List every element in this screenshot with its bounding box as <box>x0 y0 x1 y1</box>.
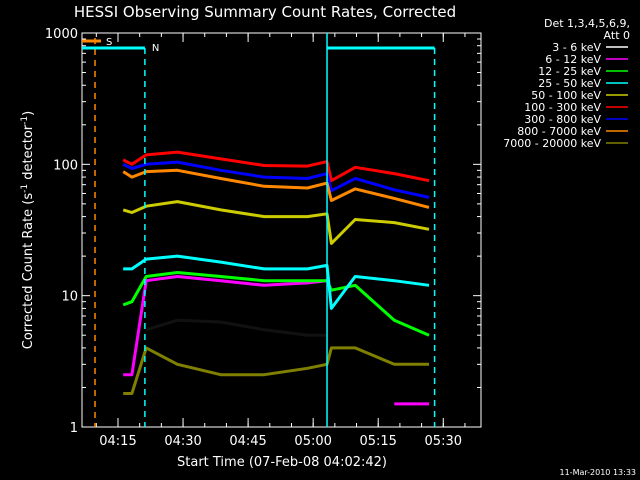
series-line <box>122 200 430 245</box>
y-axis-label-part: Corrected Count Rate (s <box>21 193 36 350</box>
x-axis-label: Start Time (07-Feb-08 04:02:42) <box>177 455 387 470</box>
x-tick-label: 04:45 <box>229 434 266 449</box>
legend-item-label: 300 - 800 keV <box>524 113 601 126</box>
legend-item-label: 800 - 7000 keV <box>517 125 601 138</box>
legend-item-label: 50 - 100 keV <box>531 89 601 102</box>
plot-border <box>81 32 482 428</box>
x-tick-label: 04:15 <box>99 434 136 449</box>
y-axis-label: Corrected Count Rate (s-1 detector-1) <box>20 111 36 349</box>
series-line <box>122 168 430 209</box>
y-tick-label: 10 <box>61 290 78 305</box>
y-axis-label-part: -1 <box>20 184 30 193</box>
x-tick-label: 05:30 <box>425 434 462 449</box>
x-tick-label: 04:30 <box>164 434 201 449</box>
series-line <box>123 254 430 310</box>
y-axis-label-part: ) <box>21 111 36 116</box>
legend-header-line-2: Att 0 <box>604 29 630 42</box>
night-marker-label: N <box>152 43 159 54</box>
series-line <box>122 160 430 199</box>
legend-item-label: 7000 - 20000 keV <box>503 137 601 150</box>
x-tick-label: 05:00 <box>294 434 331 449</box>
plot-frame <box>81 32 482 428</box>
y-tick-label: 100 <box>53 158 78 173</box>
y-axis-ticks: 1 10 100 1000 <box>45 27 481 436</box>
legend-header-line-1: Det 1,3,4,5,6,9, <box>544 17 630 30</box>
markers-layer: SN <box>82 33 436 427</box>
series-line <box>123 275 429 406</box>
legend-item-label: 6 - 12 keV <box>545 53 601 66</box>
series-line <box>122 150 430 183</box>
saa-marker-label: S <box>106 37 112 48</box>
series-line <box>123 346 429 395</box>
legend-item-label: 12 - 25 keV <box>538 65 601 78</box>
series-line <box>122 271 430 337</box>
legend-item-label: 3 - 6 keV <box>552 41 601 54</box>
series-line <box>145 318 327 337</box>
chart-title: HESSI Observing Summary Count Rates, Cor… <box>74 3 456 21</box>
series-layer <box>122 150 430 406</box>
y-axis-label-part: -1 <box>20 116 30 125</box>
y-axis-label-part: detector <box>21 124 36 184</box>
x-axis-ticks: 04:15 04:30 04:45 05:00 05:15 05:30 <box>95 33 466 449</box>
footer-timestamp: 11-Mar-2010 13:33 <box>560 468 637 477</box>
legend-item-label: 100 - 300 keV <box>524 101 601 114</box>
y-tick-label: 1 <box>70 421 78 436</box>
y-tick-label: 1000 <box>45 27 78 42</box>
x-tick-label: 05:15 <box>359 434 396 449</box>
legend-item-label: 25 - 50 keV <box>538 77 601 90</box>
